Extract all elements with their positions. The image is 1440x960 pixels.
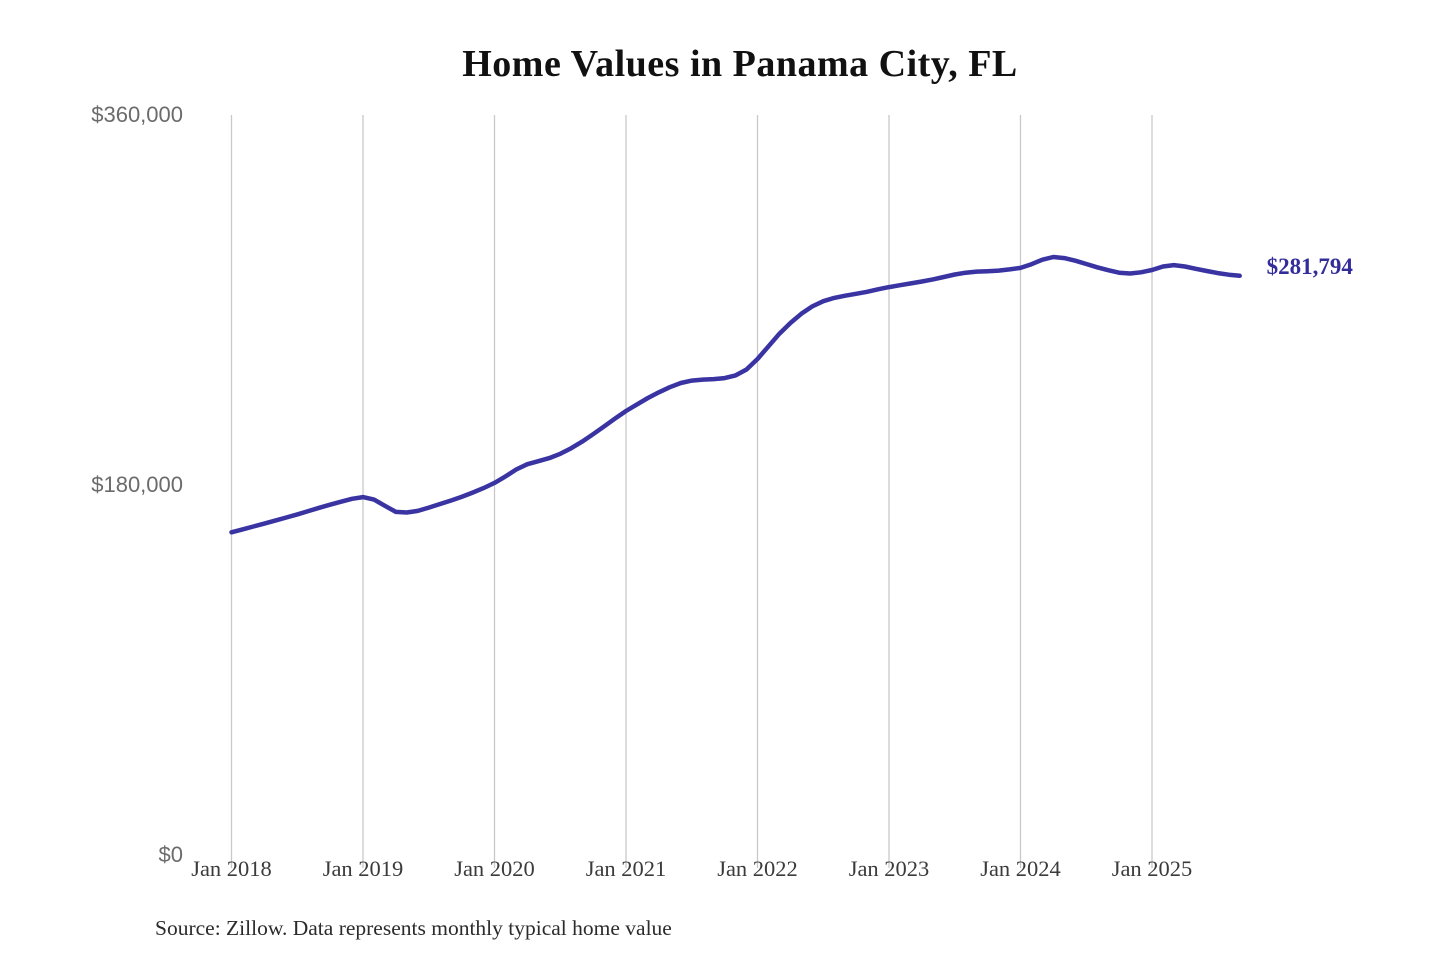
home-value-line xyxy=(229,254,1242,535)
y-axis-tick-label: $0 xyxy=(158,842,183,867)
chart-title: Home Values in Panama City, FL xyxy=(462,43,1018,85)
x-axis-tick-label: Jan 2023 xyxy=(848,856,930,881)
x-axis-tick-label: Jan 2019 xyxy=(322,856,404,881)
source-note: Source: Zillow. Data represents monthly … xyxy=(155,916,672,940)
x-axis-tick-label: Jan 2025 xyxy=(1111,856,1193,881)
y-axis-tick-label: $180,000 xyxy=(91,472,183,497)
x-axis-tick-label: Jan 2018 xyxy=(191,856,272,881)
y-axis-tick-label: $360,000 xyxy=(91,102,183,127)
x-axis-tick-label: Jan 2020 xyxy=(454,856,535,881)
x-axis-tick-label: Jan 2022 xyxy=(717,856,798,881)
x-axis-tick-label: Jan 2021 xyxy=(585,856,667,881)
last-value-annotation: $281,794 xyxy=(1266,253,1353,279)
x-axis-tick-label: Jan 2024 xyxy=(980,856,1061,881)
